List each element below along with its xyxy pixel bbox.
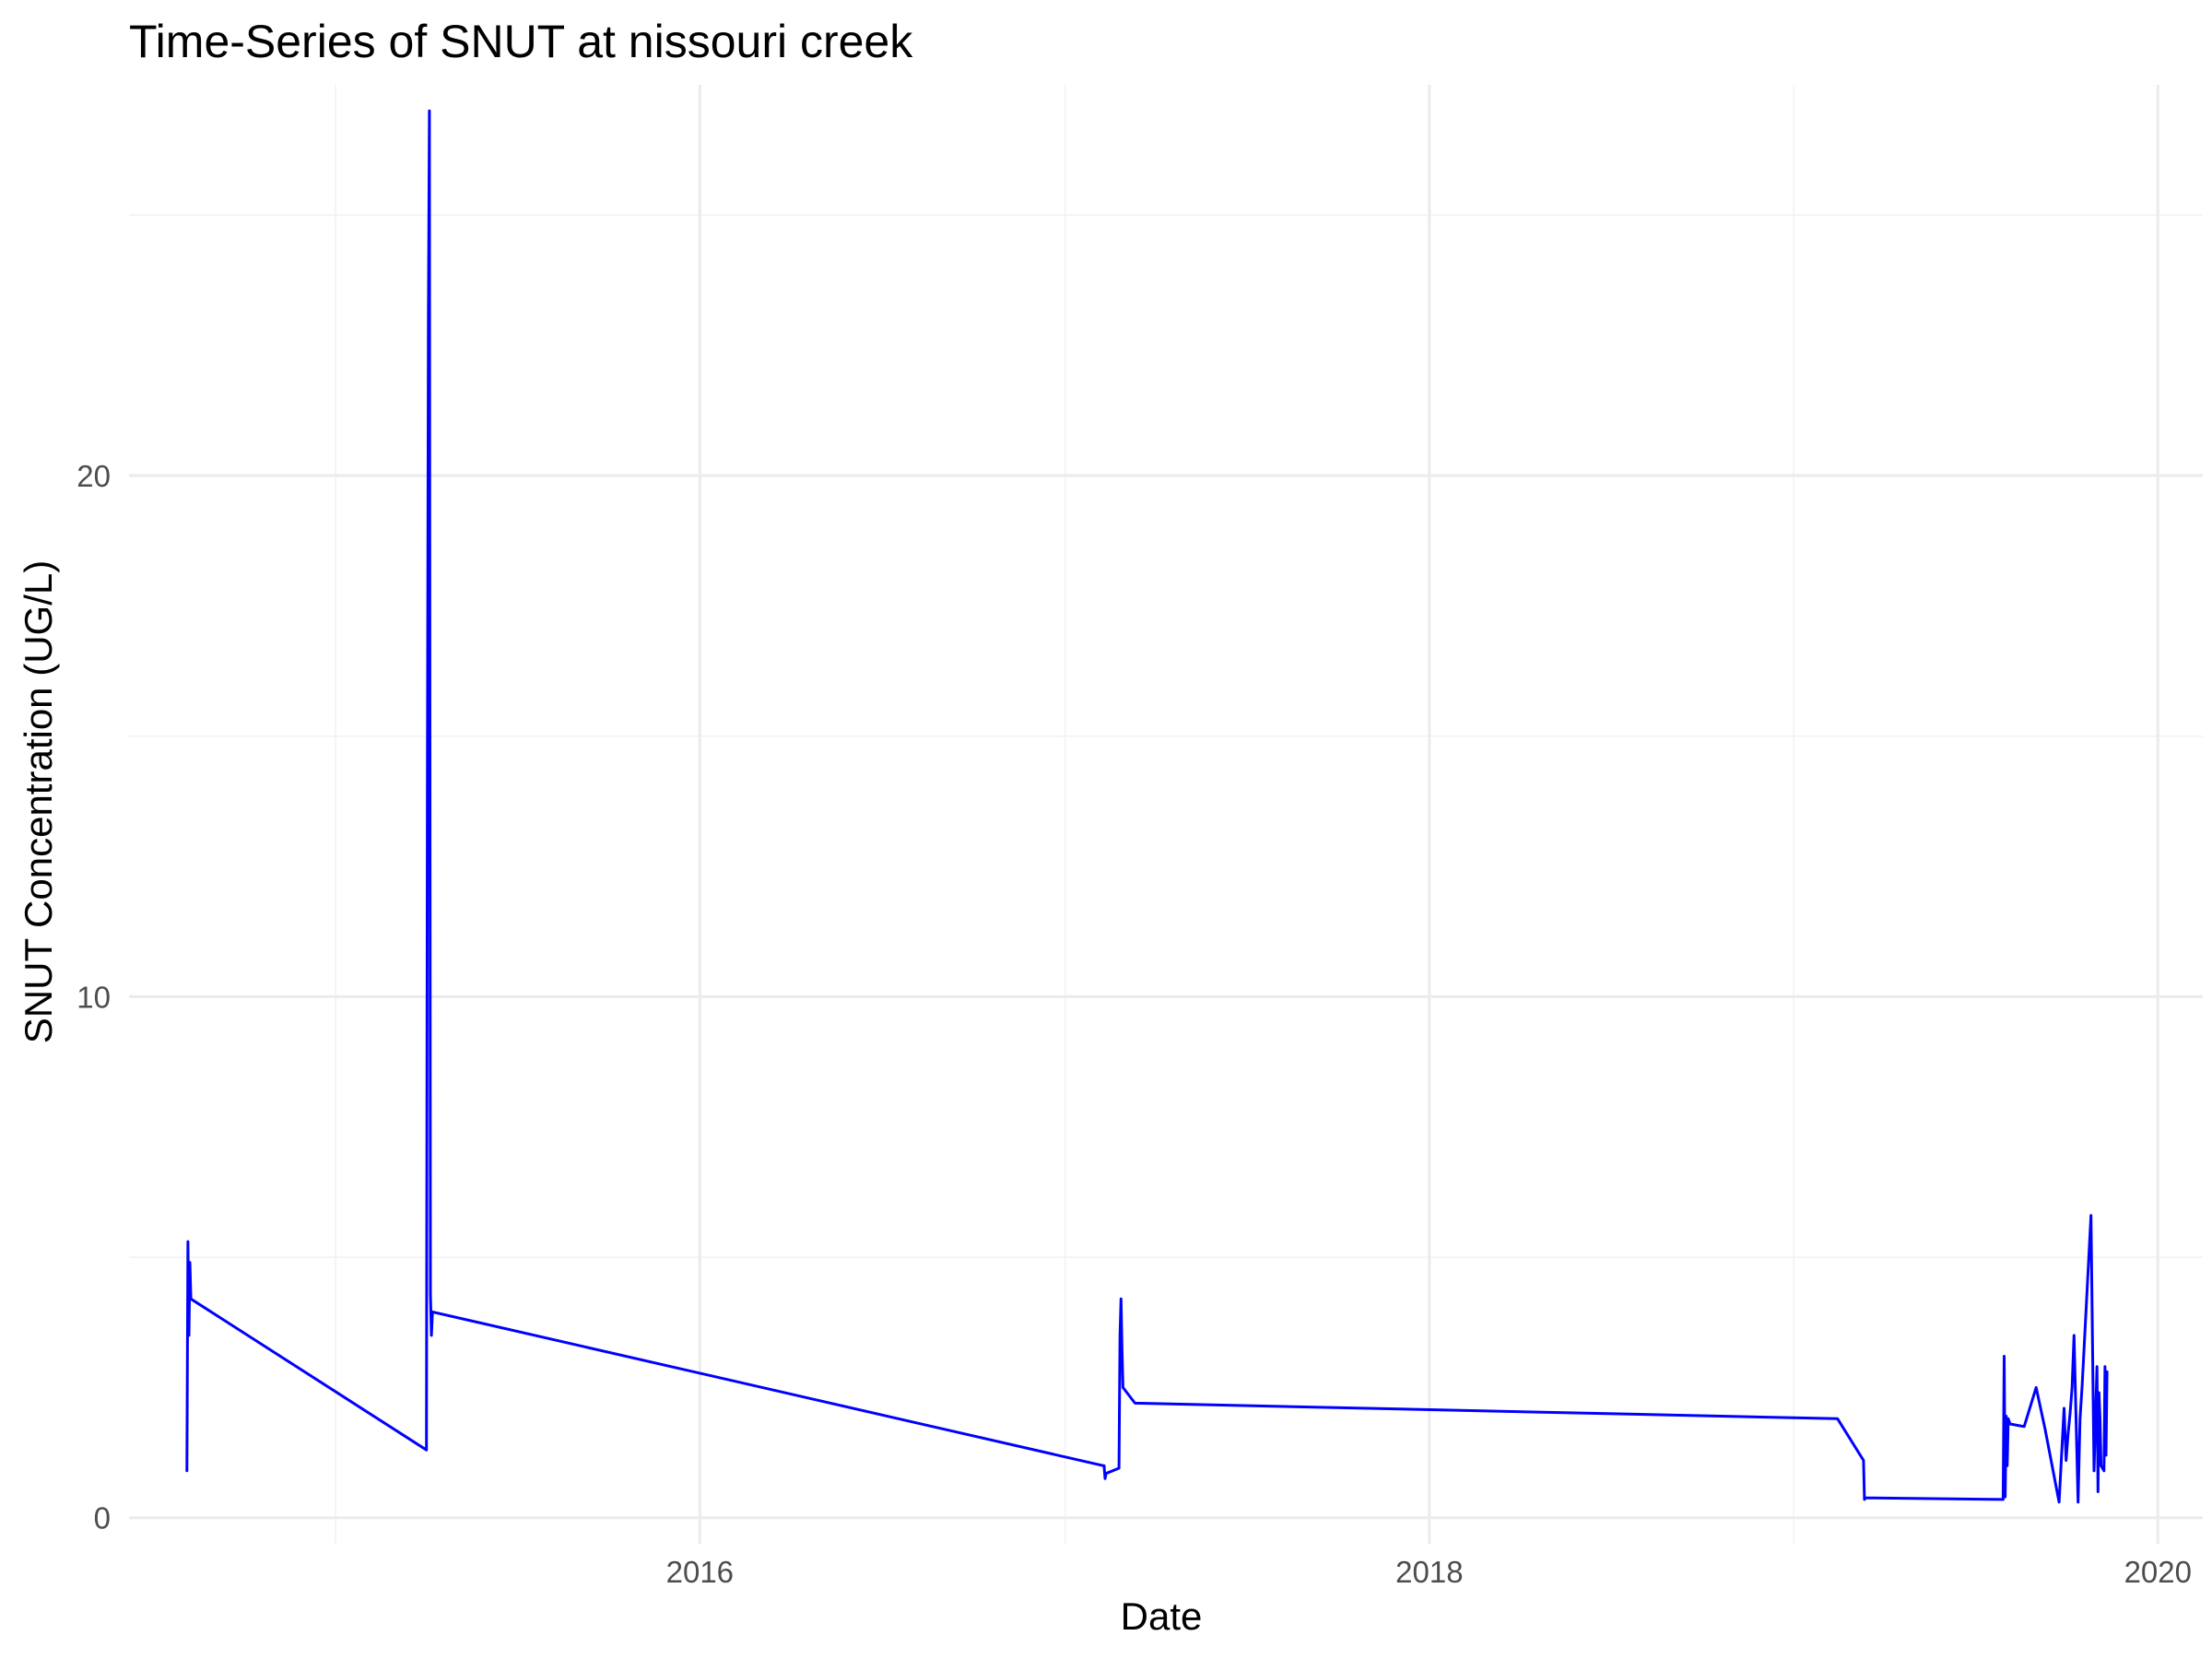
series-line — [185, 109, 2109, 1504]
y-tick-label: 20 — [76, 459, 111, 493]
series-layer — [185, 109, 2109, 1504]
y-axis-title: SNUT Concentration (UG/L) — [17, 560, 60, 1043]
major-gridlines — [129, 85, 2203, 1544]
y-axis-tick-labels: 0 10 20 — [76, 459, 111, 1535]
y-tick-label: 10 — [76, 980, 111, 1014]
x-tick-label: 2018 — [1395, 1555, 1463, 1589]
minor-gridlines — [129, 85, 2203, 1544]
chart-title: Time-Series of SNUT at nissouri creek — [129, 16, 913, 67]
x-tick-label: 2016 — [666, 1555, 734, 1589]
x-tick-label: 2020 — [2124, 1555, 2192, 1589]
x-axis-title: Date — [1121, 1594, 1203, 1638]
x-axis-tick-labels: 2016 2018 2020 — [666, 1555, 2192, 1589]
y-tick-label: 0 — [94, 1501, 111, 1535]
